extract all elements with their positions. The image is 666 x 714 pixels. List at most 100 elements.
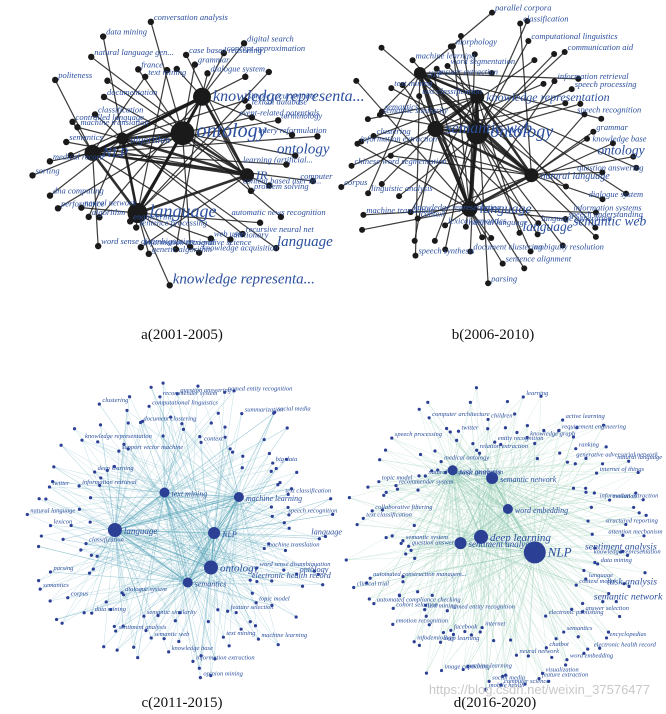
keyword-label: parallel corpora [494,3,551,13]
leaf-node [486,417,490,422]
edge [507,508,511,641]
leaf-node [287,513,291,517]
leaf-node [227,644,231,648]
hub-node [447,465,458,476]
leaf-node [590,532,594,536]
leaf-node [416,488,420,492]
keyword-label: structured reporting [606,517,659,524]
keyword-label: morphology [456,36,497,46]
edge [90,496,239,523]
panel-d-nodes [344,386,648,692]
edge [114,422,141,531]
keyword-label: recursive neural net [246,224,315,234]
edge [114,448,129,531]
edge [507,508,586,580]
edge [114,482,281,531]
keyword-label: knowledge acquisition [202,243,278,253]
leaf-node [424,671,429,675]
edge [471,536,482,636]
leaf-node [48,570,53,574]
edge [452,469,536,553]
edge [53,466,212,568]
keyword-label: recommender system [399,479,454,486]
leaf-node [535,220,542,227]
edge [485,508,509,690]
edge [103,529,116,647]
keyword-label: ontology [300,565,329,574]
leaf-node [598,646,602,650]
edge [213,506,272,534]
leaf-node [383,448,388,452]
edge [150,387,215,534]
edge [452,396,524,471]
keyword-label: information extraction [196,654,255,661]
leaf-node [286,492,290,496]
leaf-node [642,534,646,538]
edge [213,532,303,587]
edge [238,496,285,523]
hub-label: task analysis [460,467,501,476]
keyword-label: machine translation [80,117,148,127]
edge [210,468,277,568]
edge [452,469,493,479]
edge [452,470,454,635]
edge [114,466,165,493]
leaf-node [551,78,558,85]
edge [89,529,116,574]
keyword-label: deep learning [98,465,135,472]
edge [534,396,542,553]
edge [137,492,165,658]
edge [460,542,535,553]
edge [210,462,273,568]
edge [441,543,461,671]
edge [445,472,461,544]
edge [507,508,607,639]
edge [164,492,200,669]
edge [507,425,528,510]
leaf-node [593,546,597,550]
edge [208,532,215,622]
edge [452,470,628,556]
leaf-node [61,537,65,541]
leaf-node [173,65,180,73]
edge [114,529,215,534]
edge [420,454,535,553]
edge [373,135,532,176]
edge [491,413,515,479]
edge [480,427,577,538]
edge [460,542,646,573]
edge [214,532,326,537]
leaf-node [254,601,258,605]
edge [414,477,493,526]
edge [492,458,538,479]
edge [534,552,568,660]
edge [476,450,482,537]
edge [164,492,202,656]
edge [393,477,493,609]
hub-node [127,203,148,223]
keyword-label: genetic algorithm [152,244,212,254]
edge [238,456,244,498]
leaf-node [487,679,491,683]
keyword-label: parsing [490,273,517,283]
keyword-label: image captioning [445,664,491,671]
keyword-label: information extraction [360,134,437,144]
edge [136,212,171,286]
leaf-node [199,654,203,658]
edge [238,496,289,516]
edge [491,477,589,522]
edge [210,468,277,568]
leaf-node [525,424,529,428]
edge [114,529,212,569]
leaf-node [312,569,317,573]
edge [417,470,453,592]
edge [353,552,535,588]
edge [476,387,493,479]
edge [432,542,461,596]
edge [74,428,165,493]
edge [228,496,240,646]
edge [99,403,212,568]
edge [164,492,320,539]
edge [140,422,165,493]
keyword-label: controlled language [76,112,145,122]
